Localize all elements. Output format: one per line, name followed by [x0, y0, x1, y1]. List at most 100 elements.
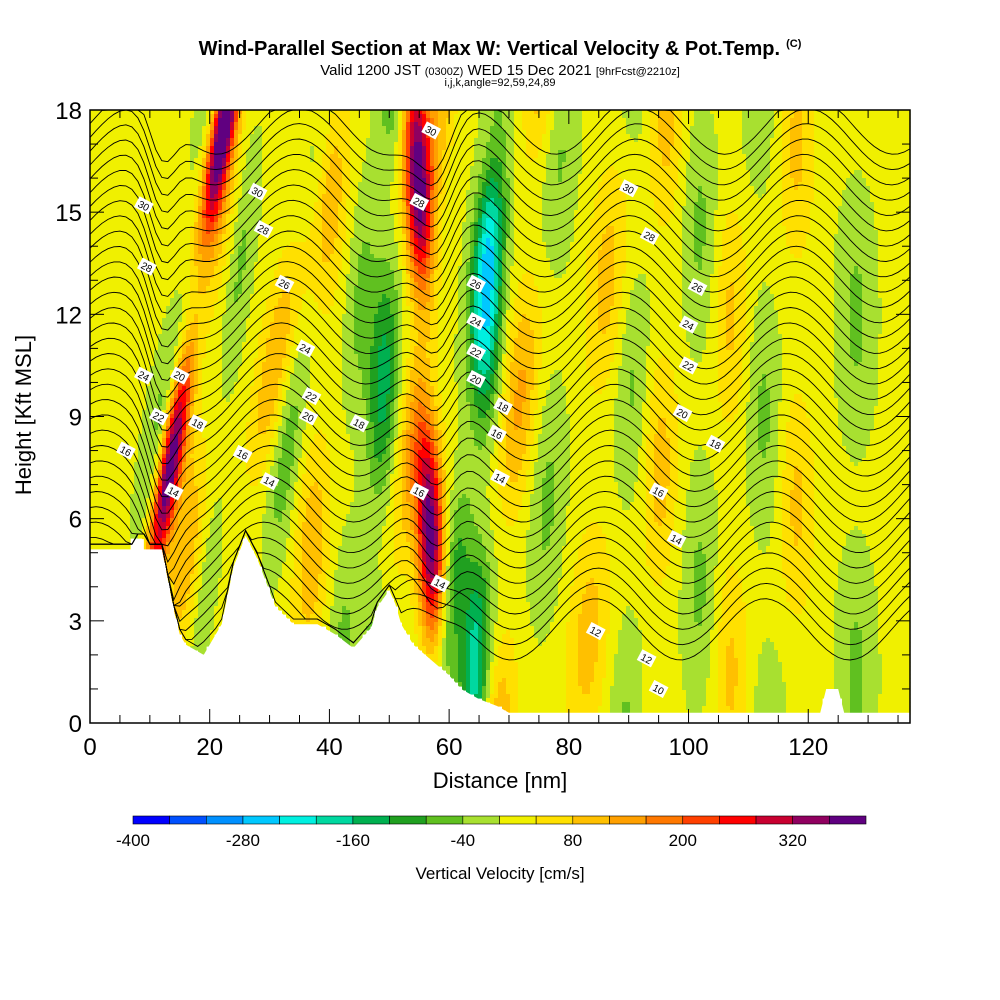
w-cell	[878, 114, 883, 119]
w-cell	[430, 114, 435, 119]
w-cell	[534, 118, 539, 123]
w-cell	[554, 122, 559, 127]
w-cell	[742, 126, 747, 131]
w-cell	[634, 130, 639, 135]
w-cell	[342, 130, 347, 135]
w-cell	[386, 114, 391, 119]
w-cell	[734, 130, 739, 135]
w-cell	[394, 130, 399, 135]
w-cell	[214, 114, 219, 119]
w-cell	[882, 126, 887, 131]
w-cell	[890, 118, 895, 123]
w-cell	[818, 118, 823, 123]
w-cell	[774, 130, 779, 135]
w-cell	[562, 118, 567, 123]
w-cell	[446, 114, 451, 119]
w-cell	[102, 114, 107, 119]
w-cell	[194, 122, 199, 127]
w-cell	[374, 126, 379, 131]
w-cell	[738, 122, 743, 127]
w-cell	[574, 130, 579, 135]
w-cell	[518, 122, 523, 127]
w-cell	[870, 126, 875, 131]
w-cell	[446, 118, 451, 123]
w-cell	[154, 130, 159, 135]
w-cell	[306, 130, 311, 135]
w-cell	[126, 126, 131, 131]
w-cell	[886, 118, 891, 123]
w-cell	[350, 114, 355, 119]
w-cell	[626, 126, 631, 131]
w-cell	[374, 118, 379, 123]
w-cell	[746, 122, 751, 127]
w-cell	[826, 122, 831, 127]
w-cell	[418, 114, 423, 119]
w-cell	[378, 122, 383, 127]
w-cell	[886, 122, 891, 127]
w-cell	[510, 130, 515, 135]
w-cell	[398, 130, 403, 135]
w-cell	[842, 118, 847, 123]
w-cell	[902, 126, 907, 131]
w-cell	[306, 118, 311, 123]
w-cell	[758, 114, 763, 119]
w-cell	[346, 122, 351, 127]
w-cell	[330, 130, 335, 135]
w-cell	[214, 118, 219, 123]
w-cell	[314, 118, 319, 123]
w-cell	[318, 126, 323, 131]
w-cell	[614, 122, 619, 127]
w-cell	[174, 118, 179, 123]
w-cell	[182, 122, 187, 127]
w-cell	[738, 130, 743, 135]
w-cell	[402, 130, 407, 135]
w-cell	[746, 126, 751, 131]
w-cell	[642, 114, 647, 119]
w-cell	[382, 114, 387, 119]
w-cell	[574, 122, 579, 127]
w-cell	[530, 126, 535, 131]
w-cell	[718, 126, 723, 131]
w-cell	[726, 122, 731, 127]
w-cell	[606, 114, 611, 119]
w-cell	[670, 122, 675, 127]
w-cell	[750, 122, 755, 127]
w-cell	[106, 122, 111, 127]
w-cell	[826, 126, 831, 131]
w-cell	[162, 122, 167, 127]
w-cell	[690, 122, 695, 127]
w-cell	[218, 130, 223, 135]
w-cell	[550, 118, 555, 123]
w-cell	[650, 122, 655, 127]
w-cell	[570, 122, 575, 127]
w-cell	[122, 118, 127, 123]
w-cell	[322, 126, 327, 131]
w-cell	[754, 114, 759, 119]
w-cell	[322, 130, 327, 135]
w-cell	[178, 130, 183, 135]
w-cell	[666, 114, 671, 119]
w-cell	[354, 118, 359, 123]
w-cell	[402, 122, 407, 127]
w-cell	[410, 130, 415, 135]
w-cell	[250, 118, 255, 123]
w-cell	[238, 122, 243, 127]
w-cell	[590, 114, 595, 119]
w-cell	[186, 122, 191, 127]
w-cell	[682, 114, 687, 119]
w-cell	[250, 122, 255, 127]
w-cell	[130, 122, 135, 127]
w-cell	[718, 118, 723, 123]
w-cell	[606, 118, 611, 123]
w-cell	[894, 126, 899, 131]
w-cell	[330, 118, 335, 123]
w-cell	[810, 118, 815, 123]
w-cell	[558, 130, 563, 135]
w-cell	[422, 114, 427, 119]
w-cell	[854, 114, 859, 119]
w-cell	[678, 114, 683, 119]
w-cell	[702, 130, 707, 135]
w-cell	[578, 114, 583, 119]
w-cell	[466, 114, 471, 119]
w-cell	[682, 130, 687, 135]
